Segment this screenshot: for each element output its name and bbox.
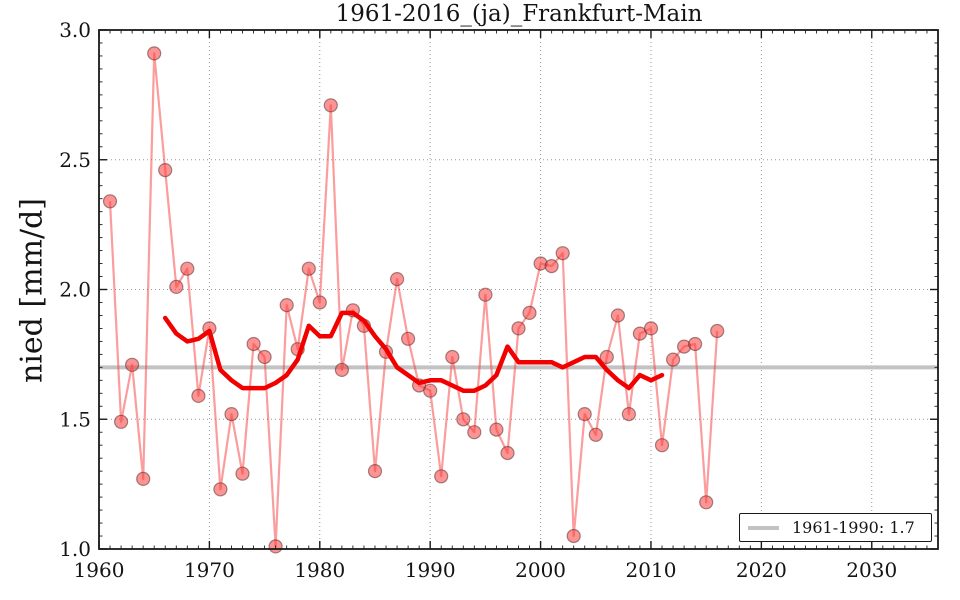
data-point xyxy=(588,427,603,442)
y-tick-label: 2.0 xyxy=(59,278,91,302)
data-point xyxy=(577,407,592,422)
data-point xyxy=(643,321,659,336)
data-point xyxy=(511,321,526,336)
y-axis-label: nied [mm/d] xyxy=(14,197,50,384)
data-point xyxy=(367,464,383,479)
data-point xyxy=(566,528,581,544)
x-tick-label: 2010 xyxy=(626,558,677,582)
data-point xyxy=(665,352,681,367)
data-point xyxy=(390,272,405,287)
legend: 1961-1990: 1.7 xyxy=(739,513,932,542)
x-tick-label: 1980 xyxy=(294,558,345,582)
x-tick-labels: 1960 1970 1980 1990 2000 2010 2020 2030 xyxy=(74,558,898,582)
data-point xyxy=(257,349,272,365)
data-point xyxy=(687,336,703,352)
y-tick-label: 2.5 xyxy=(59,148,91,172)
data-point xyxy=(169,279,184,294)
data-point xyxy=(334,362,349,377)
data-point xyxy=(401,331,416,346)
data-point xyxy=(599,349,614,365)
chart-title: 1961-2016_(ja)_Frankfurt-Main xyxy=(335,1,703,27)
data-point xyxy=(301,261,316,276)
data-point xyxy=(621,407,637,422)
legend-line-sample xyxy=(748,525,779,530)
series-running-mean xyxy=(162,310,665,393)
data-point xyxy=(235,466,250,481)
data-point xyxy=(279,298,294,313)
data-point xyxy=(147,46,162,61)
data-point xyxy=(445,349,460,365)
data-point xyxy=(544,259,559,274)
data-point xyxy=(246,336,261,352)
data-point xyxy=(213,482,228,497)
x-tick-label: 2030 xyxy=(846,558,897,582)
x-tick-label: 1990 xyxy=(405,558,456,582)
data-point xyxy=(555,246,570,261)
data-point xyxy=(710,323,725,339)
data-point xyxy=(423,383,438,398)
legend-label: 1961-1990: 1.7 xyxy=(792,518,915,537)
data-point xyxy=(180,261,195,276)
data-point xyxy=(102,194,118,209)
axis-ticks xyxy=(98,29,939,550)
data-point xyxy=(434,469,449,484)
x-tick-label: 2000 xyxy=(515,558,566,582)
data-point xyxy=(699,495,714,510)
data-point xyxy=(456,412,471,427)
data-point xyxy=(312,295,327,310)
data-point xyxy=(478,287,493,302)
data-point xyxy=(467,425,482,440)
data-point xyxy=(610,308,626,323)
x-tick-label: 2020 xyxy=(736,558,787,582)
x-tick-label: 1960 xyxy=(74,558,125,582)
data-point xyxy=(489,422,504,437)
data-point xyxy=(323,98,338,113)
y-tick-label: 1.5 xyxy=(59,407,91,431)
data-point xyxy=(224,407,239,422)
data-point xyxy=(500,445,515,461)
data-point xyxy=(191,388,206,403)
y-tick-labels: 1.0 1.5 2.0 2.5 3.0 xyxy=(59,18,91,561)
data-point xyxy=(136,471,151,486)
data-point xyxy=(654,438,670,453)
axes-spines xyxy=(98,29,939,550)
data-point xyxy=(522,305,537,320)
data-point xyxy=(125,357,140,372)
y-tick-label: 1.0 xyxy=(59,537,91,561)
x-tick-label: 1970 xyxy=(184,558,235,582)
grid xyxy=(98,29,938,550)
series-annual xyxy=(102,46,725,554)
data-point xyxy=(158,163,173,178)
data-point xyxy=(113,414,129,429)
y-tick-label: 3.0 xyxy=(59,18,91,42)
